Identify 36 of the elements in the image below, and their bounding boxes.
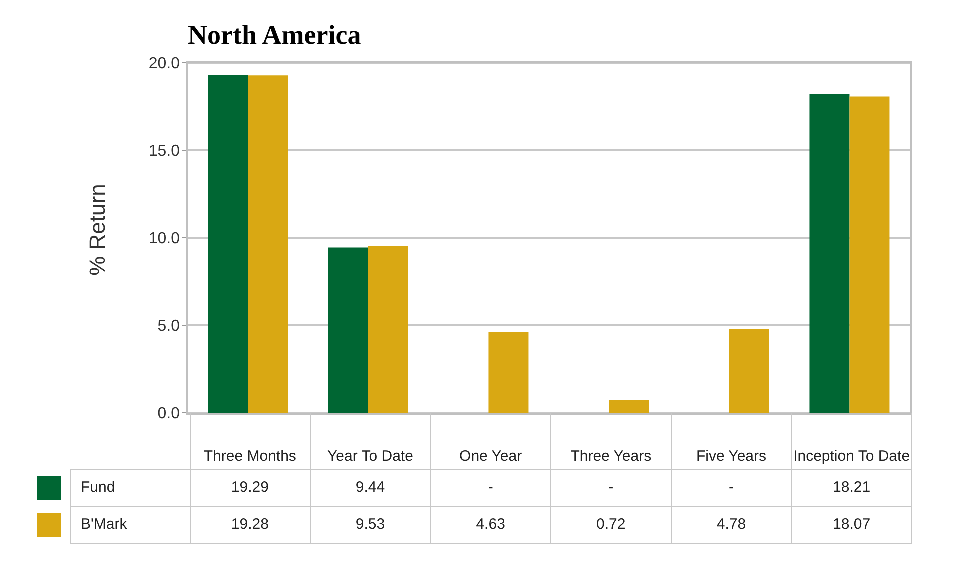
bar	[368, 246, 408, 413]
data-label: 4.63	[430, 506, 551, 543]
data-label: 0.72	[550, 506, 672, 543]
data-label: 18.07	[792, 506, 912, 543]
y-tick-label: 10.0	[148, 230, 180, 248]
text: -	[488, 479, 494, 496]
x-tick-label: Five Years	[671, 413, 792, 469]
legend-label: B'Mark	[70, 506, 190, 543]
data-label: 19.29	[190, 469, 310, 506]
bar	[850, 96, 890, 413]
bar	[609, 400, 650, 413]
y-axis-title: % Return	[85, 184, 111, 276]
bar	[488, 332, 529, 413]
bar	[328, 248, 368, 413]
x-tick-label: One Year	[430, 413, 551, 469]
y-tick-label: 5.0	[158, 318, 180, 336]
bar	[208, 75, 248, 413]
y-tick-label: 15.0	[148, 143, 180, 160]
data-label: 18.21	[792, 469, 912, 506]
x-tick-label: Year To Date	[310, 413, 431, 469]
x-tick-label: Inception To Date	[792, 413, 912, 469]
x-tick-label: Three Months	[190, 413, 310, 469]
data-label: 19.28	[190, 506, 310, 543]
data-label: 9.53	[310, 506, 431, 543]
bar	[810, 94, 850, 413]
x-tick-label: Three Years	[550, 413, 672, 469]
bar	[729, 329, 770, 413]
chart-title: North America	[188, 20, 362, 51]
data-label: 4.78	[671, 506, 792, 543]
y-tick-label: 0.0	[158, 406, 180, 423]
bar	[248, 76, 288, 413]
text: -	[728, 479, 734, 496]
legend-label: Fund	[70, 469, 190, 506]
data-label: 9.44	[310, 469, 431, 506]
text: -	[608, 479, 614, 496]
y-tick-label: 20.0	[148, 56, 180, 73]
